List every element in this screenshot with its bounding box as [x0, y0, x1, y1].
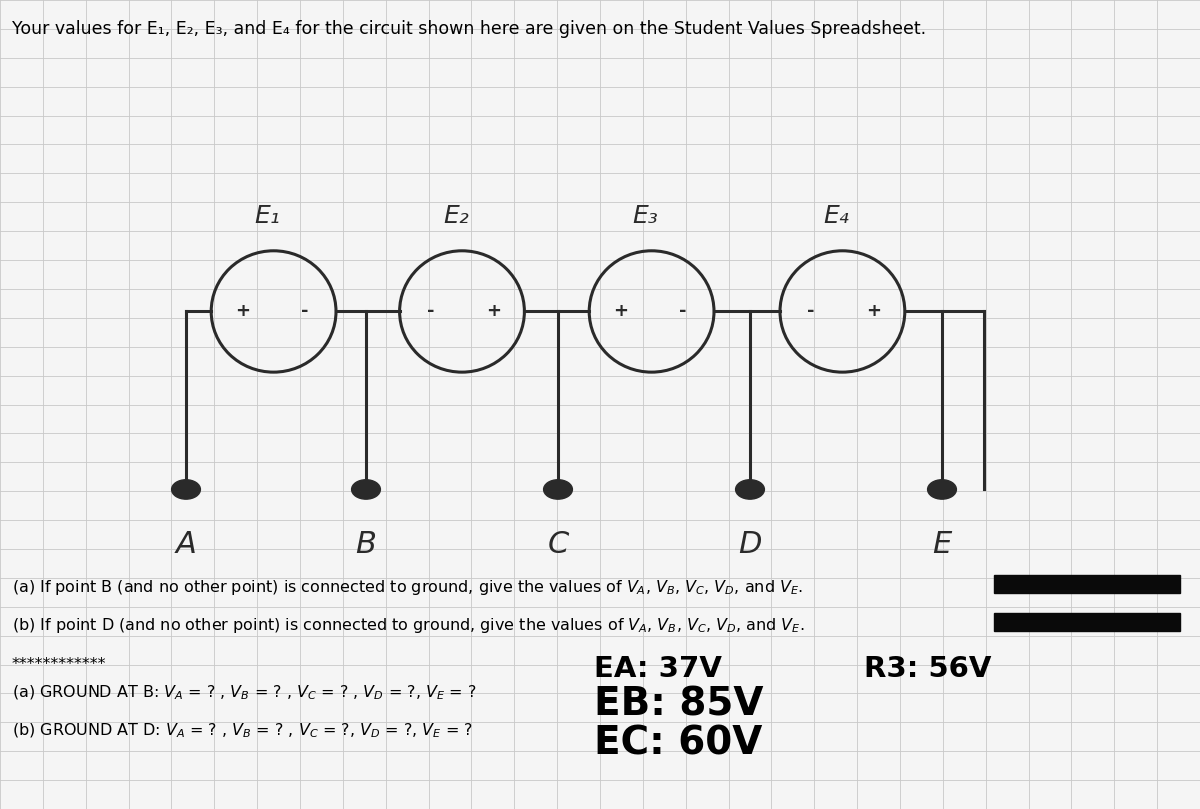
Circle shape: [172, 480, 200, 499]
Text: EC: 60V: EC: 60V: [594, 724, 762, 762]
Bar: [994, 575, 1180, 593]
Text: (a) GROUND AT B: $V_A$ = ? , $V_B$ = ? , $V_C$ = ? , $V_D$ = ?, $V_E$ = ?: (a) GROUND AT B: $V_A$ = ? , $V_B$ = ? ,…: [12, 684, 476, 702]
Text: -: -: [679, 303, 686, 320]
Text: EA: 37V: EA: 37V: [594, 655, 722, 684]
Bar: [994, 613, 1180, 631]
Text: +: +: [866, 303, 881, 320]
Text: Your values for E₁, E₂, E₃, and E₄ for the circuit shown here are given on the S: Your values for E₁, E₂, E₃, and E₄ for t…: [12, 20, 926, 38]
Text: R3: 56V: R3: 56V: [864, 655, 991, 684]
Text: -: -: [301, 303, 308, 320]
Text: E₂: E₂: [443, 204, 469, 228]
Text: ************: ************: [12, 657, 107, 672]
Text: (b) If point D (and no other point) is connected to ground, give the values of $: (b) If point D (and no other point) is c…: [12, 616, 805, 635]
Text: +: +: [613, 303, 628, 320]
Text: E₃: E₃: [632, 204, 659, 228]
Text: (a) If point B (and no other point) is connected to ground, give the values of $: (a) If point B (and no other point) is c…: [12, 578, 803, 597]
Text: -: -: [808, 303, 815, 320]
Text: E₄: E₄: [823, 204, 850, 228]
Text: C: C: [547, 530, 569, 559]
Circle shape: [544, 480, 572, 499]
Text: +: +: [486, 303, 500, 320]
Text: D: D: [738, 530, 762, 559]
Text: EB: 85V: EB: 85V: [594, 685, 763, 723]
Text: E: E: [932, 530, 952, 559]
Text: A: A: [175, 530, 197, 559]
Circle shape: [352, 480, 380, 499]
Text: -: -: [427, 303, 434, 320]
Text: E₁: E₁: [254, 204, 281, 228]
Circle shape: [736, 480, 764, 499]
Text: (b) GROUND AT D: $V_A$ = ? , $V_B$ = ? , $V_C$ = ?, $V_D$ = ?, $V_E$ = ?: (b) GROUND AT D: $V_A$ = ? , $V_B$ = ? ,…: [12, 722, 473, 740]
Text: +: +: [235, 303, 250, 320]
Circle shape: [928, 480, 956, 499]
Text: B: B: [355, 530, 377, 559]
